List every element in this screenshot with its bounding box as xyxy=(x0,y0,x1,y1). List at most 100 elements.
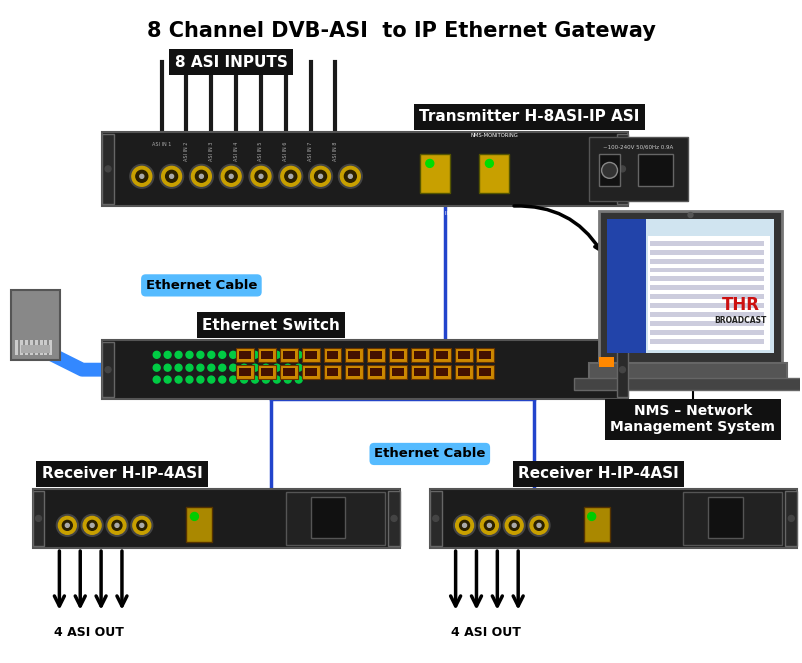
Bar xyxy=(573,378,801,389)
Bar xyxy=(323,348,341,362)
Bar xyxy=(261,368,273,376)
Circle shape xyxy=(537,523,541,527)
Bar xyxy=(282,368,294,376)
Circle shape xyxy=(262,351,269,358)
Bar xyxy=(236,348,253,362)
Circle shape xyxy=(186,364,192,371)
Bar xyxy=(348,368,360,376)
Bar xyxy=(102,132,628,206)
Circle shape xyxy=(221,166,241,186)
Circle shape xyxy=(111,520,122,530)
Bar xyxy=(102,342,114,397)
Bar xyxy=(479,154,508,193)
Bar xyxy=(411,348,428,362)
Bar xyxy=(784,491,796,546)
Circle shape xyxy=(289,174,293,178)
Bar xyxy=(683,492,781,545)
Bar xyxy=(650,321,764,326)
Text: 4 ASI OUT: 4 ASI OUT xyxy=(55,626,124,639)
Bar xyxy=(454,365,472,379)
Text: BROADCAST: BROADCAST xyxy=(714,316,766,325)
Circle shape xyxy=(340,166,360,186)
Bar xyxy=(647,236,769,350)
Circle shape xyxy=(196,351,204,358)
Bar xyxy=(389,365,407,379)
Circle shape xyxy=(65,523,69,527)
Circle shape xyxy=(503,514,525,536)
Bar xyxy=(650,241,764,246)
Circle shape xyxy=(601,162,617,178)
Text: ASI IN 2: ASI IN 2 xyxy=(184,142,188,161)
Text: ~100-240V 50/60Hz 0.9A: ~100-240V 50/60Hz 0.9A xyxy=(602,145,673,150)
Circle shape xyxy=(218,351,225,358)
Circle shape xyxy=(186,351,192,358)
Bar xyxy=(239,351,251,359)
Text: ASI IN 3: ASI IN 3 xyxy=(209,142,213,161)
Bar xyxy=(286,492,385,545)
Bar xyxy=(650,259,764,264)
Circle shape xyxy=(131,514,152,536)
Circle shape xyxy=(391,515,396,521)
Circle shape xyxy=(229,376,237,383)
Circle shape xyxy=(295,351,302,358)
Text: Ethernet Switch: Ethernet Switch xyxy=(202,318,339,333)
Circle shape xyxy=(314,170,326,182)
Circle shape xyxy=(480,516,498,534)
Bar xyxy=(429,489,796,548)
Circle shape xyxy=(169,174,173,178)
Bar xyxy=(413,351,425,359)
Bar xyxy=(389,348,407,362)
Bar xyxy=(19,340,22,355)
Bar xyxy=(454,348,472,362)
Bar xyxy=(650,250,764,255)
Circle shape xyxy=(587,512,595,520)
Text: Transmitter H-8ASI-IP ASI: Transmitter H-8ASI-IP ASI xyxy=(419,109,638,125)
Bar xyxy=(387,491,399,546)
Text: ASI IN 1: ASI IN 1 xyxy=(152,142,171,147)
Bar xyxy=(650,268,764,272)
Text: ASI IN 4: ASI IN 4 xyxy=(233,142,238,161)
Text: 8 Channel DVB-ASI  to IP Ethernet Gateway: 8 Channel DVB-ASI to IP Ethernet Gateway xyxy=(147,21,655,40)
Circle shape xyxy=(190,512,198,520)
Circle shape xyxy=(618,367,625,373)
Circle shape xyxy=(338,164,362,188)
Circle shape xyxy=(105,166,111,172)
Circle shape xyxy=(186,376,192,383)
Circle shape xyxy=(225,170,237,182)
Circle shape xyxy=(136,170,148,182)
Bar xyxy=(302,348,319,362)
Circle shape xyxy=(164,364,171,371)
Bar xyxy=(638,154,672,186)
Circle shape xyxy=(241,364,247,371)
Bar xyxy=(429,491,441,546)
Circle shape xyxy=(251,166,270,186)
Circle shape xyxy=(348,174,352,178)
Circle shape xyxy=(295,364,302,371)
Circle shape xyxy=(284,376,291,383)
Circle shape xyxy=(687,213,692,217)
Bar xyxy=(14,340,18,355)
Circle shape xyxy=(618,166,625,172)
Circle shape xyxy=(273,364,280,371)
Bar xyxy=(413,368,425,376)
Circle shape xyxy=(251,351,258,358)
Circle shape xyxy=(165,170,177,182)
Text: IP N: IP N xyxy=(429,218,439,223)
Circle shape xyxy=(318,174,322,178)
Text: ASI IN 5: ASI IN 5 xyxy=(258,142,263,161)
Circle shape xyxy=(251,364,258,371)
Bar xyxy=(391,368,403,376)
Text: 4 ASI OUT: 4 ASI OUT xyxy=(451,626,520,639)
Text: Receiver H-IP-4ASI: Receiver H-IP-4ASI xyxy=(517,466,678,481)
Circle shape xyxy=(153,376,160,383)
Circle shape xyxy=(153,351,160,358)
Circle shape xyxy=(115,523,119,527)
Circle shape xyxy=(136,520,147,530)
Circle shape xyxy=(106,514,128,536)
Bar xyxy=(370,368,382,376)
Circle shape xyxy=(485,160,492,167)
Circle shape xyxy=(512,523,516,527)
Bar xyxy=(280,348,298,362)
Circle shape xyxy=(175,364,182,371)
Circle shape xyxy=(161,166,181,186)
